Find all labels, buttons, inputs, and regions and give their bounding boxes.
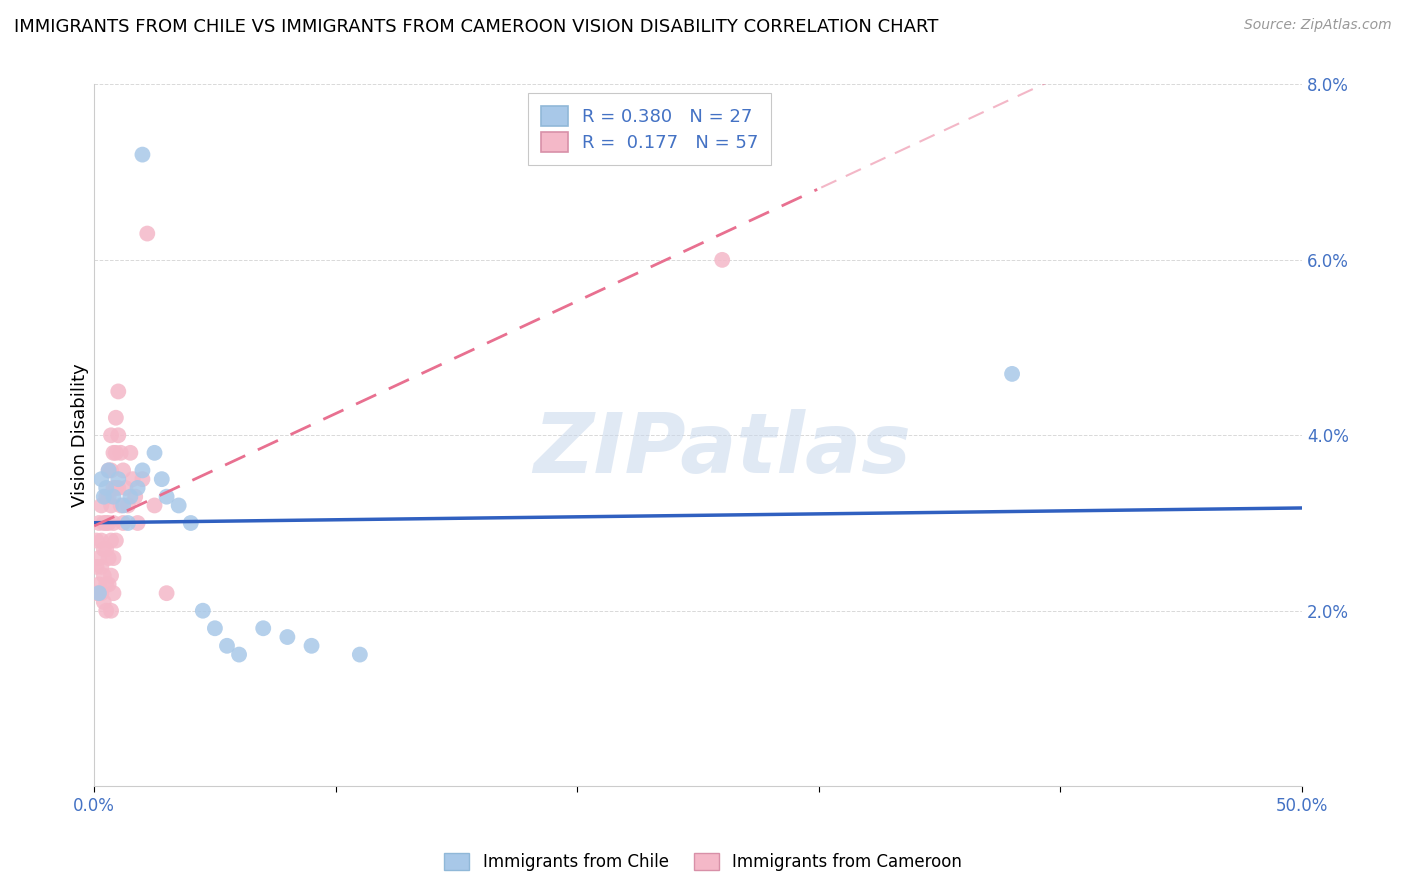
Point (112, 463, 135, 477)
Text: IMMIGRANTS FROM CHILE VS IMMIGRANTS FROM CAMEROON VISION DISABILITY CORRELATION : IMMIGRANTS FROM CHILE VS IMMIGRANTS FROM… (14, 18, 938, 36)
Point (93, 490, 115, 504)
Point (124, 490, 146, 504)
Point (349, 648, 371, 662)
Point (103, 516, 125, 530)
Point (131, 463, 153, 477)
Point (93, 595, 115, 609)
Point (120, 490, 142, 504)
Point (228, 648, 250, 662)
Point (276, 630, 298, 644)
Point (100, 533, 122, 548)
Text: ZIPatlas: ZIPatlas (533, 409, 911, 490)
Point (96, 542, 118, 557)
Point (191, 604, 214, 618)
Point (104, 446, 127, 460)
Point (252, 621, 274, 635)
Point (104, 410, 127, 425)
Point (96, 577, 118, 591)
Point (167, 499, 190, 513)
Point (97, 551, 120, 566)
Y-axis label: Vision Disability: Vision Disability (72, 363, 89, 508)
Point (143, 499, 166, 513)
Point (87, 516, 110, 530)
Point (103, 481, 125, 495)
Point (107, 481, 129, 495)
Point (117, 516, 139, 530)
Point (104, 481, 127, 495)
Point (180, 516, 202, 530)
Point (96, 604, 118, 618)
Point (107, 472, 129, 486)
Point (97, 577, 120, 591)
Point (87, 577, 110, 591)
Point (100, 499, 122, 513)
Legend: Immigrants from Chile, Immigrants from Cameroon: Immigrants from Chile, Immigrants from C… (436, 845, 970, 880)
Point (150, 472, 173, 486)
Point (120, 446, 142, 460)
Point (143, 446, 166, 460)
Point (117, 499, 139, 513)
Point (100, 568, 122, 582)
Point (93, 542, 115, 557)
Point (97, 463, 120, 477)
Legend: R = 0.380   N = 27, R =  0.177   N = 57: R = 0.380 N = 27, R = 0.177 N = 57 (529, 94, 772, 165)
Point (131, 472, 153, 486)
Point (112, 516, 135, 530)
Point (103, 446, 125, 460)
Point (204, 621, 226, 635)
Point (131, 147, 153, 161)
Point (103, 586, 125, 600)
Point (96, 481, 118, 495)
Point (711, 252, 734, 267)
Point (121, 472, 143, 486)
Point (103, 490, 125, 504)
Point (301, 639, 323, 653)
Point (93, 568, 115, 582)
Point (97, 516, 120, 530)
Point (127, 516, 149, 530)
Point (103, 551, 125, 566)
Point (86, 586, 108, 600)
Point (86, 559, 108, 574)
Point (90, 472, 112, 486)
Point (90, 533, 112, 548)
Point (1001, 367, 1024, 381)
Point (100, 428, 122, 442)
Point (136, 227, 159, 241)
Point (93, 516, 115, 530)
Text: Source: ZipAtlas.com: Source: ZipAtlas.com (1244, 18, 1392, 32)
Point (112, 499, 135, 513)
Point (97, 463, 120, 477)
Point (110, 446, 132, 460)
Point (127, 481, 149, 495)
Point (96, 490, 118, 504)
Point (107, 384, 129, 399)
Point (90, 586, 112, 600)
Point (107, 428, 129, 442)
Point (86, 533, 108, 548)
Point (97, 490, 120, 504)
Point (104, 533, 127, 548)
Point (90, 499, 112, 513)
Point (155, 586, 177, 600)
Point (215, 639, 238, 653)
Point (87, 586, 110, 600)
Point (96, 516, 118, 530)
Point (114, 481, 136, 495)
Point (155, 490, 177, 504)
Point (110, 499, 132, 513)
Point (90, 559, 112, 574)
Point (100, 604, 122, 618)
Point (100, 463, 122, 477)
Point (87, 551, 110, 566)
